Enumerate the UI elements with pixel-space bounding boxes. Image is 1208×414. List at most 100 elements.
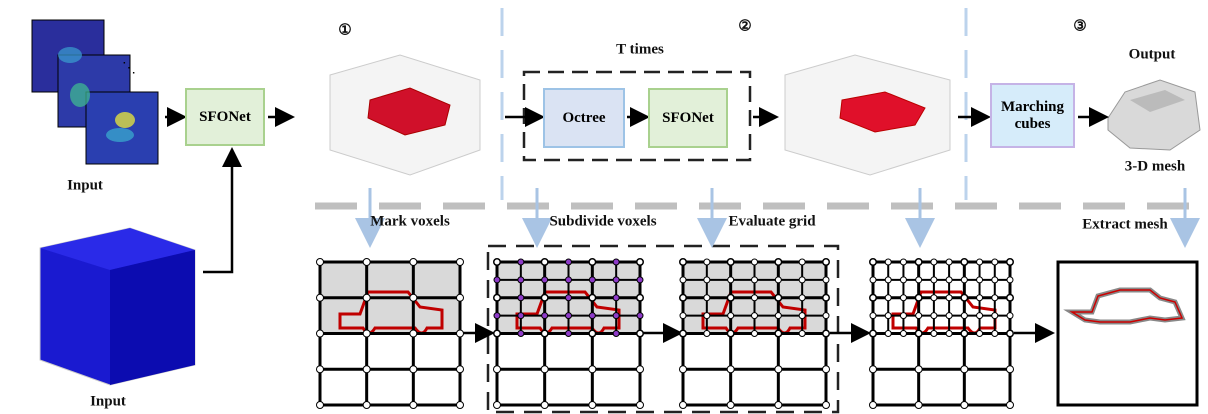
grid-node — [704, 313, 710, 319]
grid-node — [961, 402, 968, 409]
grid-node — [363, 402, 370, 409]
grid-node — [752, 313, 758, 319]
grid-node — [566, 259, 572, 265]
grid-node — [637, 402, 644, 409]
grid-node — [363, 330, 370, 337]
grid-node — [541, 366, 548, 373]
grid-node — [457, 259, 464, 266]
grid-node — [870, 259, 876, 265]
grid-node — [992, 277, 998, 283]
grid-node — [823, 313, 829, 319]
grid-node — [566, 313, 572, 319]
svg-text:⋱: ⋱ — [122, 61, 136, 76]
grid-node — [775, 313, 781, 319]
step-number: ② — [738, 17, 751, 36]
grid-node — [410, 294, 417, 301]
grid-node — [946, 313, 952, 319]
grid-node — [900, 259, 906, 265]
grid-node — [900, 331, 906, 337]
diagram-shapes: ⋱ — [0, 0, 1208, 414]
grid-node — [823, 402, 830, 409]
grid-node — [992, 331, 998, 337]
grid-node — [494, 402, 501, 409]
node-box: SFONet — [648, 88, 728, 148]
grid-node — [752, 259, 758, 265]
grid-node — [1007, 295, 1013, 301]
grid-node — [870, 366, 877, 373]
grid-node — [410, 330, 417, 337]
grid-node — [566, 277, 572, 283]
grid-node — [589, 366, 596, 373]
input-label: Input — [67, 178, 103, 195]
grid-node — [704, 295, 710, 301]
grid-node — [823, 331, 829, 337]
node-box: Octree — [543, 88, 625, 148]
grid-node — [823, 259, 829, 265]
grid-node — [589, 277, 595, 283]
output-mesh — [1108, 80, 1200, 150]
loop-label: T times — [616, 42, 664, 59]
grid-node — [363, 259, 370, 266]
grid-node — [752, 277, 758, 283]
grid-node — [589, 313, 595, 319]
grid-node — [961, 313, 967, 319]
grid-node — [613, 277, 619, 283]
grid-node — [752, 295, 758, 301]
grid-node — [363, 294, 370, 301]
grid-node — [363, 366, 370, 373]
input-label: Input — [90, 394, 126, 411]
grid-node — [1007, 259, 1013, 265]
grid-node — [916, 295, 922, 301]
node-box: Marching cubes — [990, 83, 1075, 148]
grid-node — [457, 330, 464, 337]
grid-node — [977, 295, 983, 301]
grid-node — [775, 366, 782, 373]
grid-node — [885, 313, 891, 319]
grid-node — [637, 331, 643, 337]
grid-node — [775, 277, 781, 283]
grid-node — [1007, 402, 1014, 409]
grid-node — [518, 277, 524, 283]
grid-node — [410, 259, 417, 266]
grid-node — [728, 331, 734, 337]
grid-node — [823, 366, 830, 373]
grid-node — [961, 295, 967, 301]
grid-node — [931, 313, 937, 319]
grid-node — [637, 366, 644, 373]
grid-node — [775, 402, 782, 409]
grid-node — [494, 295, 500, 301]
grid-node — [704, 277, 710, 283]
grid-node — [680, 366, 687, 373]
grid-node — [589, 259, 595, 265]
grid-node — [1007, 331, 1013, 337]
grid-node — [680, 331, 686, 337]
grid-node — [317, 402, 324, 409]
mesh-frame — [1058, 262, 1197, 405]
grid-node — [870, 331, 876, 337]
grid-node — [494, 277, 500, 283]
grid-node — [885, 295, 891, 301]
grid-node — [704, 259, 710, 265]
grid-node — [317, 294, 324, 301]
grid-node — [1007, 366, 1014, 373]
output-caption: 3-D mesh — [1125, 159, 1185, 176]
grid-node — [870, 402, 877, 409]
grid-node — [775, 259, 781, 265]
grid-node — [992, 295, 998, 301]
grid-node — [589, 331, 595, 337]
grid-node — [589, 402, 596, 409]
grid-node — [931, 295, 937, 301]
grid-node — [317, 366, 324, 373]
grid-node — [317, 330, 324, 337]
grid-node — [931, 259, 937, 265]
grid-node — [518, 295, 524, 301]
node-box: SFONet — [185, 88, 265, 146]
grid-node — [566, 295, 572, 301]
grid-node — [900, 295, 906, 301]
grid-node — [885, 277, 891, 283]
grid-node — [566, 331, 572, 337]
grid-node — [680, 313, 686, 319]
grid-node — [916, 331, 922, 337]
diagram: ⋱ — [0, 0, 1208, 414]
stage-label: Subdivide voxels — [549, 214, 656, 231]
